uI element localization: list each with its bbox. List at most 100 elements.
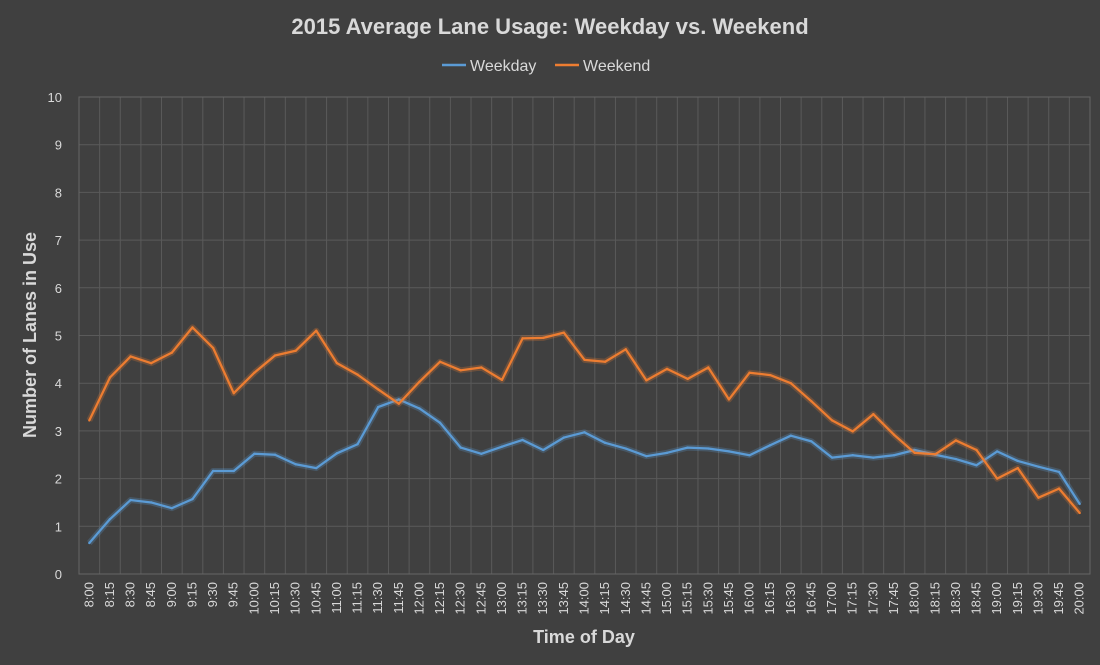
x-tick-label: 10:00 xyxy=(246,582,261,615)
x-tick-label: 17:45 xyxy=(886,582,901,615)
x-tick-label: 11:30 xyxy=(370,582,385,614)
data-point-weekend xyxy=(438,360,442,363)
y-tick-label: 1 xyxy=(55,519,62,534)
data-point-weekend xyxy=(191,326,194,329)
data-point-weekday xyxy=(376,405,380,409)
data-point-weekday xyxy=(892,454,896,457)
data-point-weekday xyxy=(129,498,132,502)
data-point-weekend xyxy=(830,419,834,422)
x-tick-label: 12:15 xyxy=(432,582,447,615)
x-tick-label: 13:45 xyxy=(556,582,571,615)
data-point-weekend xyxy=(645,379,648,382)
y-tick-label: 0 xyxy=(55,567,62,582)
x-tick-label: 9:45 xyxy=(226,582,241,607)
data-point-weekday xyxy=(521,438,524,442)
data-point-weekday xyxy=(1078,502,1081,506)
y-tick-label: 5 xyxy=(55,329,62,344)
x-tick-label: 14:45 xyxy=(638,582,653,615)
data-point-weekday xyxy=(356,443,359,446)
x-axis-ticks: 8:00 8:15 8:30 8:45 9:00 9:15 9:30 9:45 10:00 10:… xyxy=(81,582,1086,615)
data-point-weekday xyxy=(1057,470,1061,474)
data-point-weekend xyxy=(1057,487,1061,490)
data-point-weekend xyxy=(542,336,545,340)
x-tick-label: 10:45 xyxy=(308,582,323,615)
data-point-weekend xyxy=(810,400,813,403)
data-point-weekend xyxy=(315,329,318,332)
x-tick-label: 16:15 xyxy=(762,582,777,615)
x-tick-label: 12:45 xyxy=(473,582,488,615)
data-point-weekday xyxy=(995,450,999,453)
data-point-weekend xyxy=(789,382,793,385)
legend-label-weekend: Weekend xyxy=(583,58,650,75)
x-tick-label: 15:00 xyxy=(659,582,674,615)
y-tick-label: 10 xyxy=(48,90,62,105)
y-axis-ticks: 0 1 2 3 4 5 6 7 8 9 10 xyxy=(48,90,62,582)
x-tick-label: 12:00 xyxy=(411,582,426,615)
x-tick-label: 9:15 xyxy=(184,582,199,607)
data-point-weekend xyxy=(624,348,627,351)
data-point-weekend xyxy=(170,351,174,354)
data-point-weekday xyxy=(665,451,669,455)
data-point-weekend xyxy=(459,369,462,372)
x-tick-label: 17:15 xyxy=(845,582,860,615)
data-point-weekday xyxy=(851,454,854,457)
data-point-weekday xyxy=(583,431,586,434)
data-point-weekday xyxy=(913,448,916,452)
data-point-weekday xyxy=(459,446,462,449)
data-point-weekday xyxy=(872,456,875,459)
data-point-weekend xyxy=(150,361,153,365)
chart-title: 2015 Average Lane Usage: Weekday vs. Wee… xyxy=(291,14,808,39)
gridlines xyxy=(78,96,1091,575)
data-point-weekday xyxy=(624,447,627,450)
y-tick-label: 2 xyxy=(55,472,62,487)
x-tick-label: 9:30 xyxy=(205,582,220,607)
data-point-weekday xyxy=(686,446,689,449)
series-layer xyxy=(86,324,1083,545)
data-point-weekend xyxy=(975,448,978,452)
y-axis-title: Number of Lanes in Use xyxy=(20,232,40,438)
data-point-weekend xyxy=(397,402,401,405)
data-point-weekend xyxy=(500,378,504,382)
data-point-weekday xyxy=(748,454,751,457)
data-point-weekend xyxy=(995,477,999,480)
data-point-weekend xyxy=(851,430,854,433)
data-point-weekend xyxy=(273,354,277,357)
x-tick-label: 11:15 xyxy=(350,582,365,614)
x-tick-label: 15:30 xyxy=(700,582,715,615)
data-point-weekend xyxy=(1016,466,1019,470)
data-point-weekend xyxy=(892,433,896,436)
y-tick-label: 4 xyxy=(55,376,62,391)
data-point-weekday xyxy=(397,398,401,401)
x-tick-label: 18:45 xyxy=(969,582,984,615)
x-tick-label: 10:15 xyxy=(267,582,282,615)
x-tick-label: 19:45 xyxy=(1051,582,1066,615)
x-tick-label: 18:00 xyxy=(907,582,922,615)
data-point-weekend xyxy=(232,392,235,395)
series-glow-weekday xyxy=(87,396,1083,545)
data-point-weekday xyxy=(810,440,813,443)
data-point-weekday xyxy=(1037,465,1040,468)
data-point-weekday xyxy=(273,453,277,456)
data-point-weekend xyxy=(108,376,112,379)
x-tick-label: 8:15 xyxy=(102,582,117,607)
legend-label-weekday: Weekday xyxy=(470,58,536,75)
data-point-weekday xyxy=(603,441,607,445)
data-point-weekday xyxy=(542,448,545,452)
data-point-weekend xyxy=(872,413,875,416)
y-tick-label: 9 xyxy=(55,138,62,153)
data-point-weekend xyxy=(727,398,731,401)
data-point-weekend xyxy=(1078,511,1081,515)
data-point-weekend xyxy=(211,346,215,350)
x-tick-label: 19:15 xyxy=(1010,582,1025,615)
y-tick-label: 3 xyxy=(55,424,62,439)
data-point-weekend xyxy=(954,439,958,442)
data-point-weekend xyxy=(665,367,669,371)
data-point-weekend xyxy=(603,360,607,363)
data-point-weekday xyxy=(335,452,339,455)
x-tick-label: 8:00 xyxy=(81,582,96,607)
plot-area xyxy=(78,96,1091,575)
legend-item-weekend: Weekend xyxy=(555,58,650,75)
data-point-weekend xyxy=(253,371,256,374)
